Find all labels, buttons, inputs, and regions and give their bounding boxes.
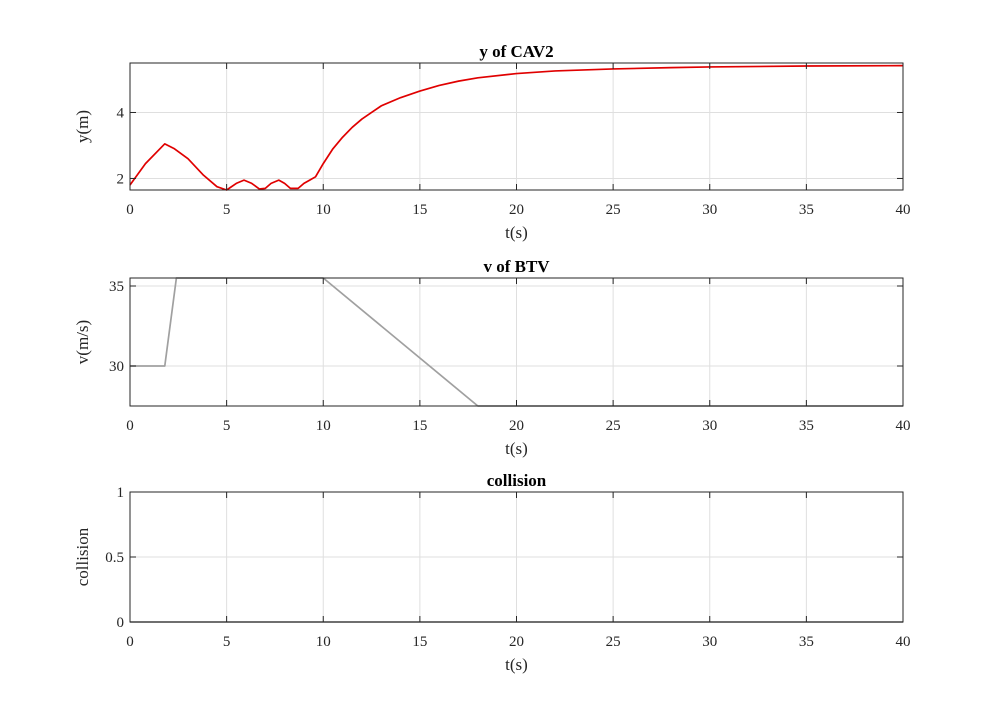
chart-title: v of BTV <box>483 257 550 276</box>
x-tick-label: 20 <box>509 202 524 218</box>
x-tick-label: 0 <box>126 634 134 650</box>
x-tick-label: 0 <box>126 418 134 434</box>
x-tick-label: 10 <box>316 202 331 218</box>
y-tick-label: 30 <box>109 359 124 375</box>
y-tick-label: 1 <box>117 485 125 501</box>
y-tick-label: 35 <box>109 279 124 295</box>
subplot-1: 0 5 10 15 20 25 30 35 40 2 4 y of CAV2 t(s) y(m) <box>73 42 911 242</box>
x-tick-label: 20 <box>509 418 524 434</box>
x-tick-label: 25 <box>606 634 621 650</box>
x-tick-label: 25 <box>606 202 621 218</box>
y-tick-label: 0 <box>117 615 125 631</box>
y-axis-label: v(m/s) <box>73 320 92 364</box>
x-tick-label: 40 <box>896 634 911 650</box>
subplot-3: 0 5 10 15 20 25 30 35 40 0 0.5 1 collision t(s) collis… <box>73 471 911 674</box>
x-tick-label: 30 <box>702 418 717 434</box>
subplot-2: 0 5 10 15 20 25 30 35 40 30 35 v of BTV t(s) v(m/s) <box>73 257 911 458</box>
x-tick-label: 20 <box>509 634 524 650</box>
x-tick-label: 10 <box>316 634 331 650</box>
x-tick-label: 35 <box>799 202 814 218</box>
y-tick-label: 2 <box>117 171 125 187</box>
x-tick-label: 40 <box>896 202 911 218</box>
x-axis-label: t(s) <box>505 655 528 674</box>
x-tick-label: 15 <box>412 634 427 650</box>
x-tick-label: 10 <box>316 418 331 434</box>
y-tick-label: 0.5 <box>105 550 124 566</box>
x-tick-label: 35 <box>799 418 814 434</box>
x-tick-label: 30 <box>702 634 717 650</box>
x-tick-label: 25 <box>606 418 621 434</box>
x-tick-label: 5 <box>223 202 231 218</box>
x-tick-label: 30 <box>702 202 717 218</box>
x-tick-label: 5 <box>223 634 231 650</box>
x-axis-label: t(s) <box>505 439 528 458</box>
y-tick-label: 4 <box>117 105 125 121</box>
x-axis-label: t(s) <box>505 223 528 242</box>
chart-title: y of CAV2 <box>479 42 553 61</box>
x-tick-label: 40 <box>896 418 911 434</box>
chart-title: collision <box>487 471 547 490</box>
x-tick-label: 5 <box>223 418 231 434</box>
x-tick-label: 15 <box>412 418 427 434</box>
x-tick-label: 15 <box>412 202 427 218</box>
y-axis-label: y(m) <box>73 110 92 143</box>
series-line <box>129 64 904 191</box>
x-tick-label: 0 <box>126 202 134 218</box>
x-tick-label: 35 <box>799 634 814 650</box>
y-axis-label: collision <box>73 527 92 586</box>
